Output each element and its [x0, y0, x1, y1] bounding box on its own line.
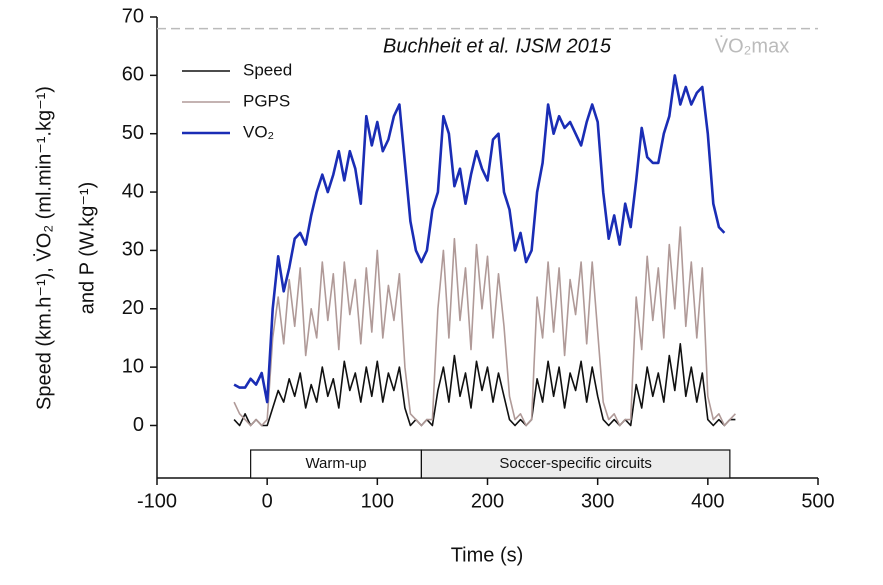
x-tick-label: -100 — [137, 490, 177, 512]
y-tick-label: 20 — [122, 297, 144, 319]
legend-label: VO₂ — [243, 122, 274, 141]
y-tick-label: 0 — [133, 414, 144, 436]
phase-box — [420, 449, 731, 479]
series-line — [233, 343, 736, 427]
y-tick-label: 60 — [122, 64, 144, 86]
x-axis-label: Time (s) — [451, 544, 524, 566]
x-tick-label: 400 — [691, 490, 724, 512]
series-line — [233, 74, 726, 404]
y-tick-label: 10 — [122, 355, 144, 377]
reference-label: V̇O₂max — [715, 35, 789, 57]
phase-label: Warm-up — [305, 455, 366, 472]
y-tick-label: 50 — [122, 122, 144, 144]
x-tick-label: 200 — [471, 490, 504, 512]
legend-label: PGPS — [243, 91, 290, 110]
y-tick-label: 40 — [122, 180, 144, 202]
y-tick-label: 30 — [122, 239, 144, 261]
series-line — [233, 226, 736, 427]
legend-label: Speed — [243, 60, 292, 79]
y-tick-label: 70 — [122, 5, 144, 27]
phase-box — [250, 449, 422, 479]
y-axis-label: and P (W.kg⁻¹) — [76, 182, 98, 314]
x-tick-label: 0 — [262, 490, 273, 512]
phase-label: Soccer-specific circuits — [499, 455, 652, 472]
citation: Buchheit et al. IJSM 2015 — [383, 35, 612, 57]
x-tick-label: 500 — [801, 490, 834, 512]
x-tick-label: 300 — [581, 490, 614, 512]
y-axis-label: Speed (km.h⁻¹), V̇O₂ (ml.min⁻¹.kg⁻¹) — [33, 86, 55, 410]
x-tick-label: 100 — [361, 490, 394, 512]
